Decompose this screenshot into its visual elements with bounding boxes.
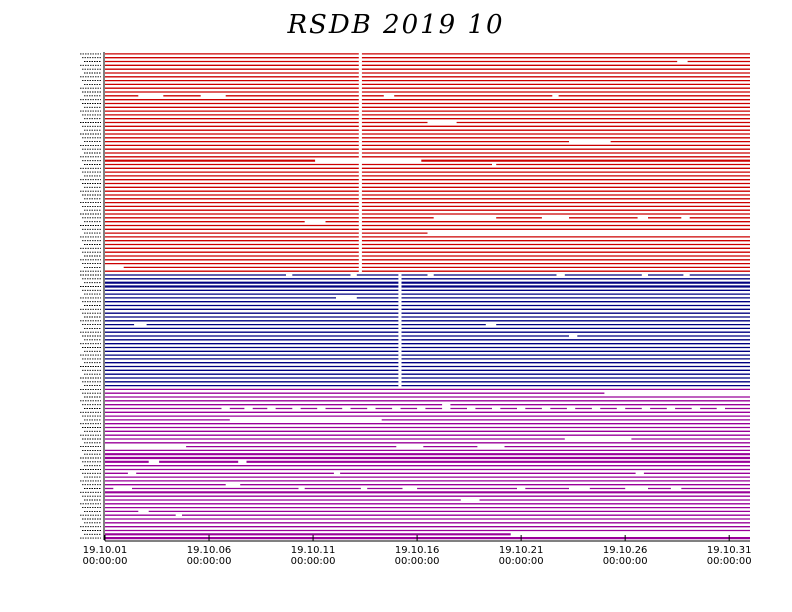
- x-tick-time: 00:00:00: [291, 556, 336, 567]
- x-tick-time: 00:00:00: [187, 556, 232, 567]
- chart-title: RSDB 2019 10: [287, 10, 505, 40]
- x-tick-time: 00:00:00: [707, 556, 752, 567]
- x-tick-date: 19.10.06: [187, 545, 232, 556]
- row-labels: [80, 53, 101, 539]
- column-gap: [398, 273, 402, 388]
- column-gaps: [358, 52, 402, 388]
- x-tick-date: 19.10.21: [499, 545, 544, 556]
- x-tick-date: 19.10.01: [83, 545, 128, 556]
- x-axis: 19.10.0100:00:0019.10.0600:00:0019.10.11…: [83, 52, 752, 567]
- x-tick-time: 00:00:00: [603, 556, 648, 567]
- x-tick-time: 00:00:00: [395, 556, 440, 567]
- x-tick-time: 00:00:00: [499, 556, 544, 567]
- data-rows: [105, 53, 750, 540]
- x-tick-date: 19.10.16: [395, 545, 440, 556]
- x-tick-date: 19.10.31: [707, 545, 752, 556]
- x-tick-date: 19.10.11: [291, 545, 336, 556]
- column-gap: [358, 52, 362, 274]
- x-tick-time: 00:00:00: [83, 556, 128, 567]
- x-tick-date: 19.10.26: [603, 545, 648, 556]
